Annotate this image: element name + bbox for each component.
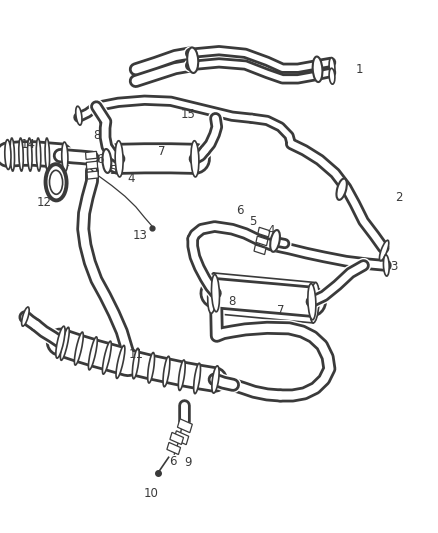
Text: 8: 8 — [94, 130, 101, 142]
Text: 4: 4 — [268, 224, 276, 237]
Bar — [86, 161, 98, 169]
Bar — [254, 245, 266, 255]
Ellipse shape — [148, 352, 155, 383]
Ellipse shape — [21, 307, 29, 326]
Text: 3: 3 — [391, 260, 398, 273]
Text: 13: 13 — [133, 229, 148, 242]
Ellipse shape — [178, 360, 185, 391]
Text: 14: 14 — [21, 139, 36, 151]
Ellipse shape — [88, 337, 97, 370]
Text: 6: 6 — [96, 154, 104, 166]
Ellipse shape — [5, 140, 11, 169]
Text: 15: 15 — [181, 108, 196, 121]
Text: 6: 6 — [169, 455, 177, 467]
Bar — [258, 227, 270, 237]
Ellipse shape — [115, 141, 123, 177]
Text: 11: 11 — [128, 348, 143, 361]
Ellipse shape — [187, 47, 198, 73]
Ellipse shape — [212, 274, 219, 312]
Ellipse shape — [313, 56, 322, 82]
Ellipse shape — [46, 164, 67, 200]
Ellipse shape — [336, 179, 347, 200]
Ellipse shape — [62, 142, 68, 171]
Ellipse shape — [208, 273, 217, 313]
Ellipse shape — [76, 106, 82, 125]
Ellipse shape — [116, 345, 125, 378]
Ellipse shape — [329, 68, 335, 84]
Ellipse shape — [308, 284, 316, 320]
Ellipse shape — [132, 348, 139, 379]
Ellipse shape — [379, 240, 389, 261]
Text: 9: 9 — [184, 456, 192, 469]
Text: 8: 8 — [229, 295, 236, 308]
Text: 6: 6 — [236, 204, 244, 217]
Ellipse shape — [102, 341, 111, 374]
Bar — [167, 442, 180, 455]
Ellipse shape — [310, 282, 319, 323]
Bar — [177, 419, 192, 433]
Ellipse shape — [60, 327, 69, 360]
Ellipse shape — [191, 141, 199, 177]
Ellipse shape — [28, 138, 32, 171]
Ellipse shape — [329, 58, 335, 77]
Bar — [174, 431, 189, 445]
Ellipse shape — [102, 149, 111, 173]
Text: 7: 7 — [158, 146, 166, 158]
Text: 2: 2 — [395, 191, 403, 204]
Ellipse shape — [212, 366, 219, 393]
Text: 5: 5 — [110, 164, 117, 177]
Ellipse shape — [19, 138, 23, 171]
Ellipse shape — [270, 230, 280, 252]
Ellipse shape — [36, 138, 41, 171]
Ellipse shape — [10, 138, 14, 171]
Text: 10: 10 — [144, 487, 159, 499]
Text: 7: 7 — [276, 304, 284, 317]
Text: 1: 1 — [355, 63, 363, 76]
Text: 4: 4 — [127, 172, 135, 185]
Ellipse shape — [74, 332, 83, 365]
Ellipse shape — [383, 255, 389, 276]
Bar — [85, 151, 97, 159]
Bar — [211, 273, 316, 323]
Text: 5: 5 — [250, 215, 257, 228]
Ellipse shape — [45, 138, 49, 171]
Ellipse shape — [163, 356, 170, 387]
Ellipse shape — [49, 171, 63, 194]
Ellipse shape — [56, 326, 65, 358]
Text: 12: 12 — [36, 196, 51, 209]
Ellipse shape — [194, 363, 201, 394]
Bar — [256, 236, 268, 246]
Bar — [87, 171, 99, 179]
Bar — [170, 432, 184, 445]
